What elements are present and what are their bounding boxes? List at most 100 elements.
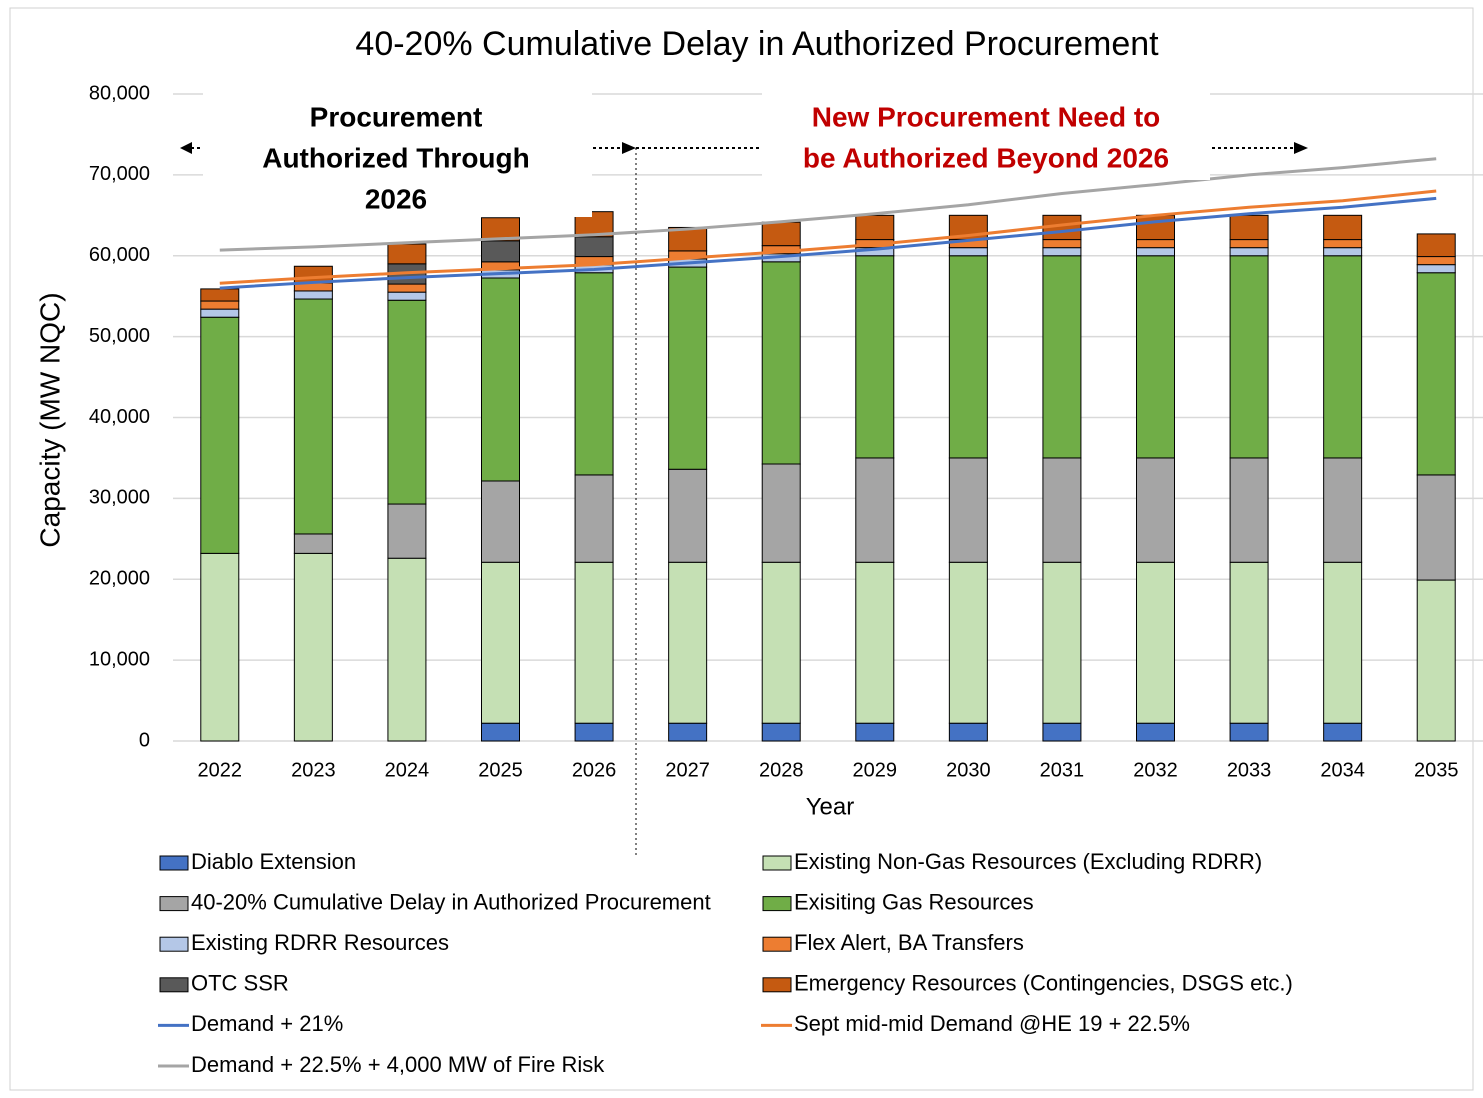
bar-segment: [761, 463, 801, 563]
bar-segment: [1323, 561, 1363, 724]
bar-segment: [761, 261, 801, 465]
bar-segment: [481, 217, 520, 242]
bar-segment: [761, 221, 801, 247]
bar-segment: [200, 300, 240, 310]
bar-segment: [574, 474, 614, 563]
x-tick-label: 2026: [572, 759, 617, 781]
annotation: Authorized Through: [262, 142, 530, 173]
bar-segment: [1042, 255, 1082, 459]
x-tick-label: 2032: [1133, 759, 1178, 781]
bar-segment: [1136, 214, 1175, 241]
legend: Diablo Extension Existing Non-Gas Resourc…: [158, 849, 1293, 1077]
bar-segment: [668, 226, 708, 252]
bar-segment: [668, 722, 708, 742]
legend-label: Existing Non-Gas Resources (Excluding RD…: [794, 849, 1262, 874]
arrowhead: [1294, 142, 1308, 154]
bar-segment: [387, 243, 427, 265]
y-tick-label: 70,000: [89, 163, 150, 185]
legend-swatch: [762, 936, 792, 952]
bar-segment: [1136, 247, 1175, 257]
bar-segment: [668, 266, 708, 470]
x-tick-label: 2035: [1414, 759, 1459, 781]
bar-segment: [200, 308, 240, 318]
bar-segment: [948, 457, 988, 563]
bar-segment: [855, 722, 895, 742]
bar-segment: [948, 255, 988, 459]
bar-segment: [1136, 722, 1175, 742]
legend-swatch: [159, 855, 189, 871]
bar-segment: [948, 722, 988, 742]
legend-swatch: [159, 936, 189, 952]
y-tick-label: 10,000: [89, 648, 150, 670]
chart-title: 40-20% Cumulative Delay in Authorized Pr…: [355, 25, 1159, 63]
bar-segment: [1136, 457, 1175, 563]
y-tick-label: 80,000: [89, 82, 150, 104]
bar-segment: [1229, 247, 1269, 257]
y-tick-label: 60,000: [89, 244, 150, 266]
bar-segment: [761, 722, 801, 742]
bar-segment: [1042, 247, 1082, 257]
x-tick-label: 2030: [946, 759, 991, 781]
y-axis-label: Capacity (MW NQC): [34, 292, 65, 547]
x-tick-label: 2023: [291, 759, 336, 781]
bar-segment: [293, 298, 333, 535]
x-tick-label: 2034: [1320, 759, 1365, 781]
legend-swatch: [159, 896, 189, 912]
bar-segment: [948, 561, 988, 724]
bar-segment: [574, 561, 614, 724]
arrowhead: [622, 142, 636, 154]
bar-segment: [1323, 255, 1363, 459]
bar-segment: [1042, 239, 1082, 249]
bar-segment: [1229, 239, 1269, 249]
bar-segment: [1042, 722, 1082, 742]
bar-segment: [668, 561, 708, 724]
annotation-box: [203, 92, 592, 217]
bar-segment: [1416, 256, 1456, 266]
legend-label: Exisiting Gas Resources: [794, 889, 1034, 914]
legend-label: Sept mid-mid Demand @HE 19 + 22.5%: [794, 1011, 1190, 1036]
bar-segment: [855, 214, 895, 241]
legend-label: Diablo Extension: [191, 849, 356, 874]
bar-segment: [1042, 457, 1082, 563]
legend-label: OTC SSR: [191, 971, 289, 996]
arrowhead: [180, 142, 192, 154]
bar-segment: [387, 291, 427, 301]
annotation: be Authorized Beyond 2026: [803, 142, 1169, 173]
bar-segment: [387, 283, 427, 293]
line: [219, 157, 1437, 252]
x-tick-label: 2022: [198, 759, 243, 781]
bar-segment: [574, 722, 614, 742]
annotation: 2026: [365, 183, 427, 214]
bar-segment: [761, 561, 801, 724]
bar-segment: [1416, 474, 1456, 581]
y-tick-label: 50,000: [89, 325, 150, 347]
bar-segment: [1416, 233, 1456, 258]
lines: [219, 157, 1437, 290]
x-tick-label: 2025: [478, 759, 523, 781]
legend-label: Flex Alert, BA Transfers: [794, 930, 1024, 955]
bar-segment: [1229, 561, 1269, 724]
annotation: Procurement: [310, 101, 483, 132]
bar-segment: [481, 722, 520, 742]
x-tick-label: 2029: [853, 759, 898, 781]
bar-segment: [668, 468, 708, 563]
x-tick-label: 2031: [1040, 759, 1085, 781]
legend-label: Demand + 21%: [191, 1011, 343, 1036]
bar-segment: [293, 290, 333, 300]
bar-segment: [293, 552, 333, 742]
legend-swatch: [762, 855, 792, 871]
bar-segment: [855, 255, 895, 459]
y-tick-label: 20,000: [89, 568, 150, 590]
bar-segment: [481, 561, 520, 724]
bar-segment: [200, 288, 240, 302]
bar-segment: [200, 316, 240, 554]
legend-label: Emergency Resources (Contingencies, DSGS…: [794, 971, 1293, 996]
legend-label: 40-20% Cumulative Delay in Authorized Pr…: [191, 889, 711, 914]
bar-segment: [1323, 247, 1363, 257]
annotation: New Procurement Need to: [812, 101, 1161, 132]
y-tick-label: 30,000: [89, 487, 150, 509]
bar-segment: [481, 277, 520, 482]
legend-label: Existing RDRR Resources: [191, 930, 449, 955]
bar-segment: [1323, 722, 1363, 742]
